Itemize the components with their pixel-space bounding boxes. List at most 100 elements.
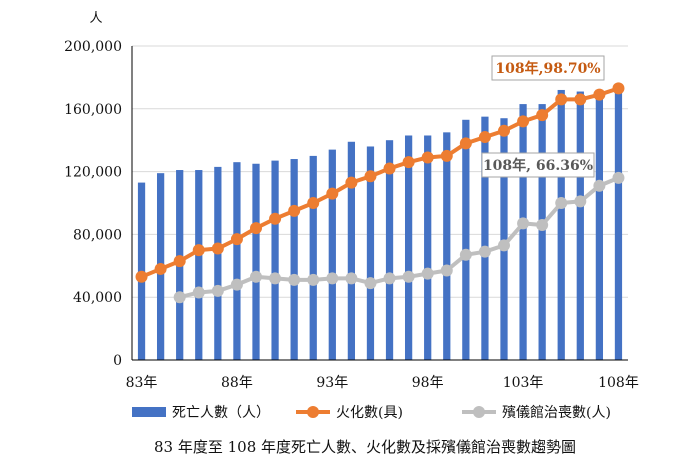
bar: [462, 119, 470, 360]
data-point: [211, 284, 224, 297]
bar: [252, 163, 260, 360]
bar: [576, 91, 584, 360]
data-point: [574, 93, 587, 106]
data-point: [173, 255, 186, 268]
data-point: [288, 273, 301, 286]
legend-label: 殯儀館治喪數(人): [502, 404, 611, 421]
bar: [366, 146, 375, 360]
bar: [481, 116, 489, 361]
line-series-cremations: [135, 82, 625, 283]
bar: [538, 104, 546, 360]
bar: [328, 149, 336, 360]
x-tick-label: 83年: [126, 375, 158, 391]
data-point: [402, 270, 415, 283]
data-point: [517, 115, 530, 128]
bar: [404, 135, 413, 360]
legend-marker: [473, 406, 485, 418]
y-tick-label: 200,000: [64, 39, 122, 55]
data-point: [173, 291, 186, 304]
data-point: [230, 278, 243, 291]
data-point: [269, 212, 282, 225]
data-point: [536, 218, 549, 231]
annotation-box: [481, 152, 595, 178]
bar: [519, 104, 527, 360]
data-point: [192, 244, 205, 257]
data-point: [555, 93, 568, 106]
data-point: [364, 170, 377, 183]
data-point: [440, 264, 453, 277]
data-point: [574, 195, 587, 208]
bar: [500, 118, 508, 360]
data-point: [421, 267, 434, 280]
annotation-box: [491, 55, 605, 81]
data-point: [154, 262, 167, 275]
bar: [195, 170, 203, 360]
data-point: [345, 272, 358, 285]
legend-label: 火化數(具): [336, 405, 403, 421]
legend-swatch: [132, 407, 166, 417]
y-axis-unit: 人: [89, 11, 102, 26]
data-point: [269, 272, 282, 285]
line-series-funeral-home: [173, 171, 625, 304]
legend-marker: [307, 406, 319, 418]
data-point: [402, 156, 415, 169]
data-point: [593, 88, 606, 101]
x-tick-label: 103年: [503, 375, 544, 391]
data-point: [307, 273, 320, 286]
bar: [595, 89, 604, 361]
data-point: [135, 270, 148, 283]
y-tick-label: 80,000: [73, 227, 122, 243]
data-point: [478, 245, 491, 258]
bar: [443, 132, 451, 360]
bar: [214, 166, 222, 360]
data-point: [364, 277, 377, 290]
x-tick-label: 93年: [316, 375, 348, 391]
data-point: [307, 197, 320, 209]
data-point: [211, 242, 224, 255]
data-point: [288, 204, 301, 217]
bar: [557, 89, 565, 361]
y-tick-label: 160,000: [64, 102, 122, 118]
data-point: [326, 187, 339, 200]
data-point: [230, 233, 243, 246]
axes: 0 40,000 80,000 120,000 160,000 200,000 83年 88年…: [64, 39, 639, 391]
bar: [614, 83, 623, 361]
data-point: [421, 151, 434, 164]
data-point: [192, 286, 205, 299]
bar-series-deaths: [137, 83, 623, 361]
x-tick-label: 88年: [221, 375, 253, 391]
bar: [424, 135, 432, 360]
data-point: [517, 217, 530, 230]
data-point: [459, 137, 472, 150]
data-point: [250, 270, 262, 283]
data-point: [459, 248, 472, 261]
y-tick-label: 40,000: [73, 290, 122, 306]
y-tick-label: 120,000: [64, 165, 122, 181]
bar: [290, 159, 298, 360]
series-line: [179, 176, 620, 300]
bar: [385, 140, 394, 360]
data-point: [612, 171, 625, 184]
chart-caption: 83 年度至 108 年度死亡人數、火化數及採殯儀館治喪數趨勢圖: [154, 438, 576, 456]
annotations: 108年,98.70% 108年, 66.36%: [481, 55, 605, 178]
x-tick-label: 98年: [412, 375, 444, 391]
data-point: [612, 82, 625, 95]
data-point: [555, 197, 568, 209]
data-point: [498, 124, 510, 137]
data-point: [440, 149, 453, 162]
legend-label: 死亡人數（人）: [172, 405, 270, 421]
data-point: [383, 272, 396, 285]
legend: 死亡人數（人） 火化數(具) 殯儀館治喪數(人): [132, 404, 611, 421]
annotation-label: 108年, 66.36%: [483, 157, 593, 174]
data-point: [326, 272, 339, 285]
bar: [309, 155, 317, 360]
bar: [271, 160, 279, 360]
data-point: [345, 176, 358, 189]
data-point: [250, 222, 262, 235]
annotation-label: 108年,98.70%: [495, 60, 600, 77]
data-point: [498, 239, 510, 252]
data-point: [383, 162, 396, 175]
bar: [233, 162, 241, 360]
bar: [347, 141, 356, 360]
